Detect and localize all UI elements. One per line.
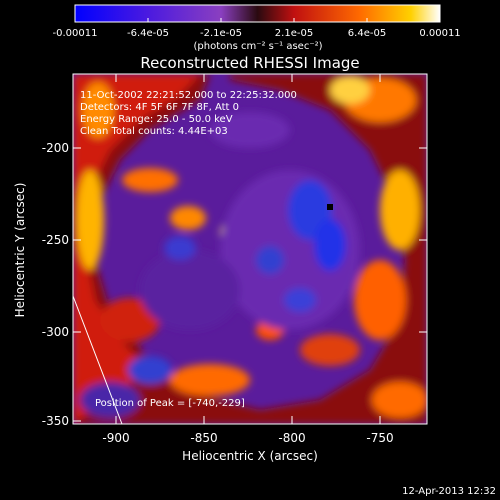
colorbar-tick-label: 2.1e-05 <box>275 28 313 39</box>
x-axis-label: Heliocentric X (arcsec) <box>182 449 318 463</box>
footer-timestamp: 12-Apr-2013 12:32 <box>402 486 496 497</box>
y-tick-label: -200 <box>42 141 69 155</box>
x-tick-label: -800 <box>278 431 305 445</box>
y-tick-label: -300 <box>42 325 69 339</box>
colorbar-tick-label: -6.4e-05 <box>127 28 169 39</box>
colorbar <box>74 4 441 23</box>
info-energy-range: Energy Range: 25.0 - 50.0 keV <box>80 114 233 125</box>
x-tick-label: -850 <box>190 431 217 445</box>
y-axis-ticks <box>73 147 427 422</box>
colorbar-ticks <box>74 18 441 22</box>
image-title: Reconstructed RHESSI Image <box>140 54 359 72</box>
x-tick-label: -750 <box>366 431 393 445</box>
x-axis-ticks <box>115 74 381 424</box>
colorbar-tick-label: -0.00011 <box>53 28 98 39</box>
solar-image <box>73 74 427 424</box>
info-detectors: Detectors: 4F 5F 6F 7F 8F, Att 0 <box>80 102 239 113</box>
x-tick-label: -900 <box>102 431 129 445</box>
colorbar-tick-label: -2.1e-05 <box>200 28 242 39</box>
y-axis-label: Heliocentric Y (arcsec) <box>13 183 27 318</box>
y-tick-label: -250 <box>42 233 69 247</box>
y-tick-label: -350 <box>42 414 69 428</box>
colorbar-tick-label: 6.4e-05 <box>348 28 386 39</box>
info-time-range: 11-Oct-2002 22:21:52.000 to 22:25:32.000 <box>80 90 297 101</box>
colorbar-units: (photons cm⁻² s⁻¹ asec⁻²) <box>193 41 322 52</box>
peak-position-label: Position of Peak = [-740,-229] <box>95 398 245 409</box>
info-clean-counts: Clean Total counts: 4.44E+03 <box>80 126 228 137</box>
plot-frame <box>72 73 428 425</box>
colorbar-tick-label: 0.00011 <box>419 28 460 39</box>
